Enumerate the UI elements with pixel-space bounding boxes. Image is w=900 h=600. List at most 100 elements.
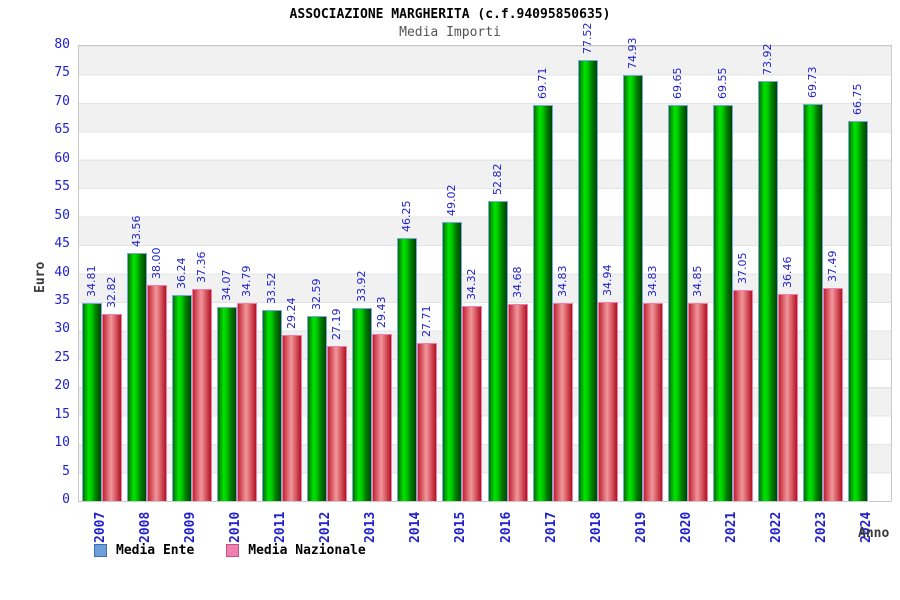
bar-media-nazionale-2023 xyxy=(823,287,844,501)
bar-media-nazionale-2019 xyxy=(642,302,663,501)
legend-label-media-nazionale: Media Nazionale xyxy=(248,542,366,558)
y-tick-30: 30 xyxy=(54,321,70,337)
value-label-bar-media-nazionale-2010: 34.79 xyxy=(239,265,253,298)
bar-media-ente-2015 xyxy=(442,222,463,501)
bar-media-ente-2021 xyxy=(713,105,734,501)
bar-media-ente-2010 xyxy=(216,307,237,501)
bar-media-ente-2009 xyxy=(171,294,192,501)
y-tick-0: 0 xyxy=(62,492,70,507)
y-tick-65: 65 xyxy=(54,122,70,138)
bar-media-nazionale-2014 xyxy=(417,343,438,501)
x-tick-2008: 2008 xyxy=(137,511,153,543)
bar-media-ente-2007 xyxy=(81,303,102,501)
bar-media-nazionale-2008 xyxy=(146,284,167,501)
bar-media-ente-2016 xyxy=(487,200,508,501)
value-label-bar-media-ente-2011: 33.52 xyxy=(265,272,278,305)
bar-media-nazionale-2009 xyxy=(191,288,212,501)
bar-media-nazionale-2017 xyxy=(552,302,573,501)
legend-label-media-ente: Media Ente xyxy=(116,542,195,558)
bar-media-nazionale-2012 xyxy=(327,346,348,501)
bar-media-nazionale-2015 xyxy=(462,305,483,501)
x-tick-2007: 2007 xyxy=(92,511,108,543)
value-label-bar-media-ente-2020: 69.65 xyxy=(671,67,684,99)
value-label-bar-media-nazionale-2023: 37.49 xyxy=(826,250,840,282)
value-label-bar-media-ente-2007: 34.81 xyxy=(84,265,98,298)
x-tick-2009: 2009 xyxy=(182,511,198,543)
value-label-bar-media-ente-2008: 43.56 xyxy=(129,215,143,248)
value-label-bar-media-ente-2018: 77.52 xyxy=(580,22,594,55)
bar-media-ente-2023 xyxy=(803,104,824,501)
x-tick-2010: 2010 xyxy=(227,511,243,543)
bar-media-nazionale-2016 xyxy=(507,303,528,501)
x-tick-2013: 2013 xyxy=(363,511,379,543)
bar-media-nazionale-2010 xyxy=(236,303,257,501)
plot-area xyxy=(78,45,892,502)
bar-media-nazionale-2020 xyxy=(688,302,708,501)
media-nazionale-swatch-icon xyxy=(226,543,240,557)
y-tick-10: 10 xyxy=(54,435,70,451)
value-label-bar-media-ente-2023: 69.73 xyxy=(806,66,820,99)
x-tick-2014: 2014 xyxy=(408,511,424,543)
y-tick-75: 75 xyxy=(54,65,70,81)
value-label-bar-media-nazionale-2011: 29.24 xyxy=(285,297,298,329)
y-tick-60: 60 xyxy=(54,150,70,166)
value-label-bar-media-nazionale-2008: 38.00 xyxy=(149,247,163,279)
bar-media-nazionale-2007 xyxy=(101,314,122,501)
value-label-bar-media-nazionale-2016: 34.68 xyxy=(510,266,524,298)
value-label-bar-media-nazionale-2017: 34.83 xyxy=(555,265,569,297)
value-label-bar-media-nazionale-2012: 27.19 xyxy=(330,308,344,341)
value-label-bar-media-ente-2013: 33.92 xyxy=(355,270,369,303)
value-label-bar-media-nazionale-2018: 34.94 xyxy=(600,264,614,297)
x-tick-2019: 2019 xyxy=(633,511,649,543)
bar-media-ente-2012 xyxy=(307,315,328,501)
value-label-bar-media-ente-2024: 66.75 xyxy=(851,83,865,116)
media-ente-swatch-icon xyxy=(94,543,107,557)
y-tick-5: 5 xyxy=(62,463,70,479)
x-tick-2023: 2023 xyxy=(814,511,830,543)
chart-subtitle: Media Importi xyxy=(399,25,501,40)
y-tick-80: 80 xyxy=(54,37,70,52)
legend-entry-media-nazionale: Media Nazionale xyxy=(226,542,366,558)
bar-media-ente-2020 xyxy=(668,104,688,501)
value-label-bar-media-ente-2022: 73.92 xyxy=(761,43,775,75)
y-axis-title: Euro xyxy=(33,261,48,293)
bar-media-ente-2024 xyxy=(848,121,869,501)
value-label-bar-media-nazionale-2021: 37.05 xyxy=(736,252,750,285)
value-label-bar-media-nazionale-2022: 36.46 xyxy=(781,256,795,288)
value-label-bar-media-ente-2021: 69.55 xyxy=(716,67,730,100)
x-tick-2020: 2020 xyxy=(679,511,694,543)
legend-entry-media-ente: Media Ente xyxy=(94,543,194,558)
value-label-bar-media-ente-2010: 34.07 xyxy=(219,269,233,302)
value-label-bar-media-nazionale-2013: 29.43 xyxy=(375,296,389,328)
value-label-bar-media-ente-2012: 32.59 xyxy=(310,278,324,310)
y-tick-55: 55 xyxy=(54,179,70,195)
x-tick-2022: 2022 xyxy=(769,511,785,543)
bar-media-nazionale-2018 xyxy=(597,302,618,501)
bar-media-ente-2011 xyxy=(262,310,282,501)
value-label-bar-media-ente-2014: 46.25 xyxy=(400,200,414,232)
legend: Media Ente Media Nazionale xyxy=(94,541,390,559)
value-label-bar-media-nazionale-2007: 32.82 xyxy=(104,276,118,309)
bar-media-ente-2019 xyxy=(622,74,643,501)
y-tick-25: 25 xyxy=(54,349,70,365)
bar-media-ente-2008 xyxy=(126,253,147,501)
bar-media-nazionale-2011 xyxy=(282,334,302,501)
bar-media-ente-2017 xyxy=(532,104,553,501)
x-tick-2021: 2021 xyxy=(724,511,740,543)
x-tick-2017: 2017 xyxy=(543,511,559,543)
x-tick-2015: 2015 xyxy=(453,511,469,543)
y-tick-70: 70 xyxy=(54,93,70,109)
bar-media-ente-2022 xyxy=(758,80,779,501)
x-tick-2011: 2011 xyxy=(273,511,288,543)
value-label-bar-media-nazionale-2009: 37.36 xyxy=(194,251,208,283)
y-tick-45: 45 xyxy=(54,236,70,252)
value-label-bar-media-ente-2016: 52.82 xyxy=(490,163,504,195)
x-tick-2018: 2018 xyxy=(588,511,604,543)
y-tick-50: 50 xyxy=(54,207,70,223)
y-tick-20: 20 xyxy=(54,378,70,394)
x-tick-2012: 2012 xyxy=(318,511,334,543)
bar-media-nazionale-2022 xyxy=(778,293,799,501)
bar-media-nazionale-2013 xyxy=(372,333,393,501)
bar-media-ente-2013 xyxy=(352,308,373,501)
value-label-bar-media-ente-2019: 74.93 xyxy=(625,37,639,69)
